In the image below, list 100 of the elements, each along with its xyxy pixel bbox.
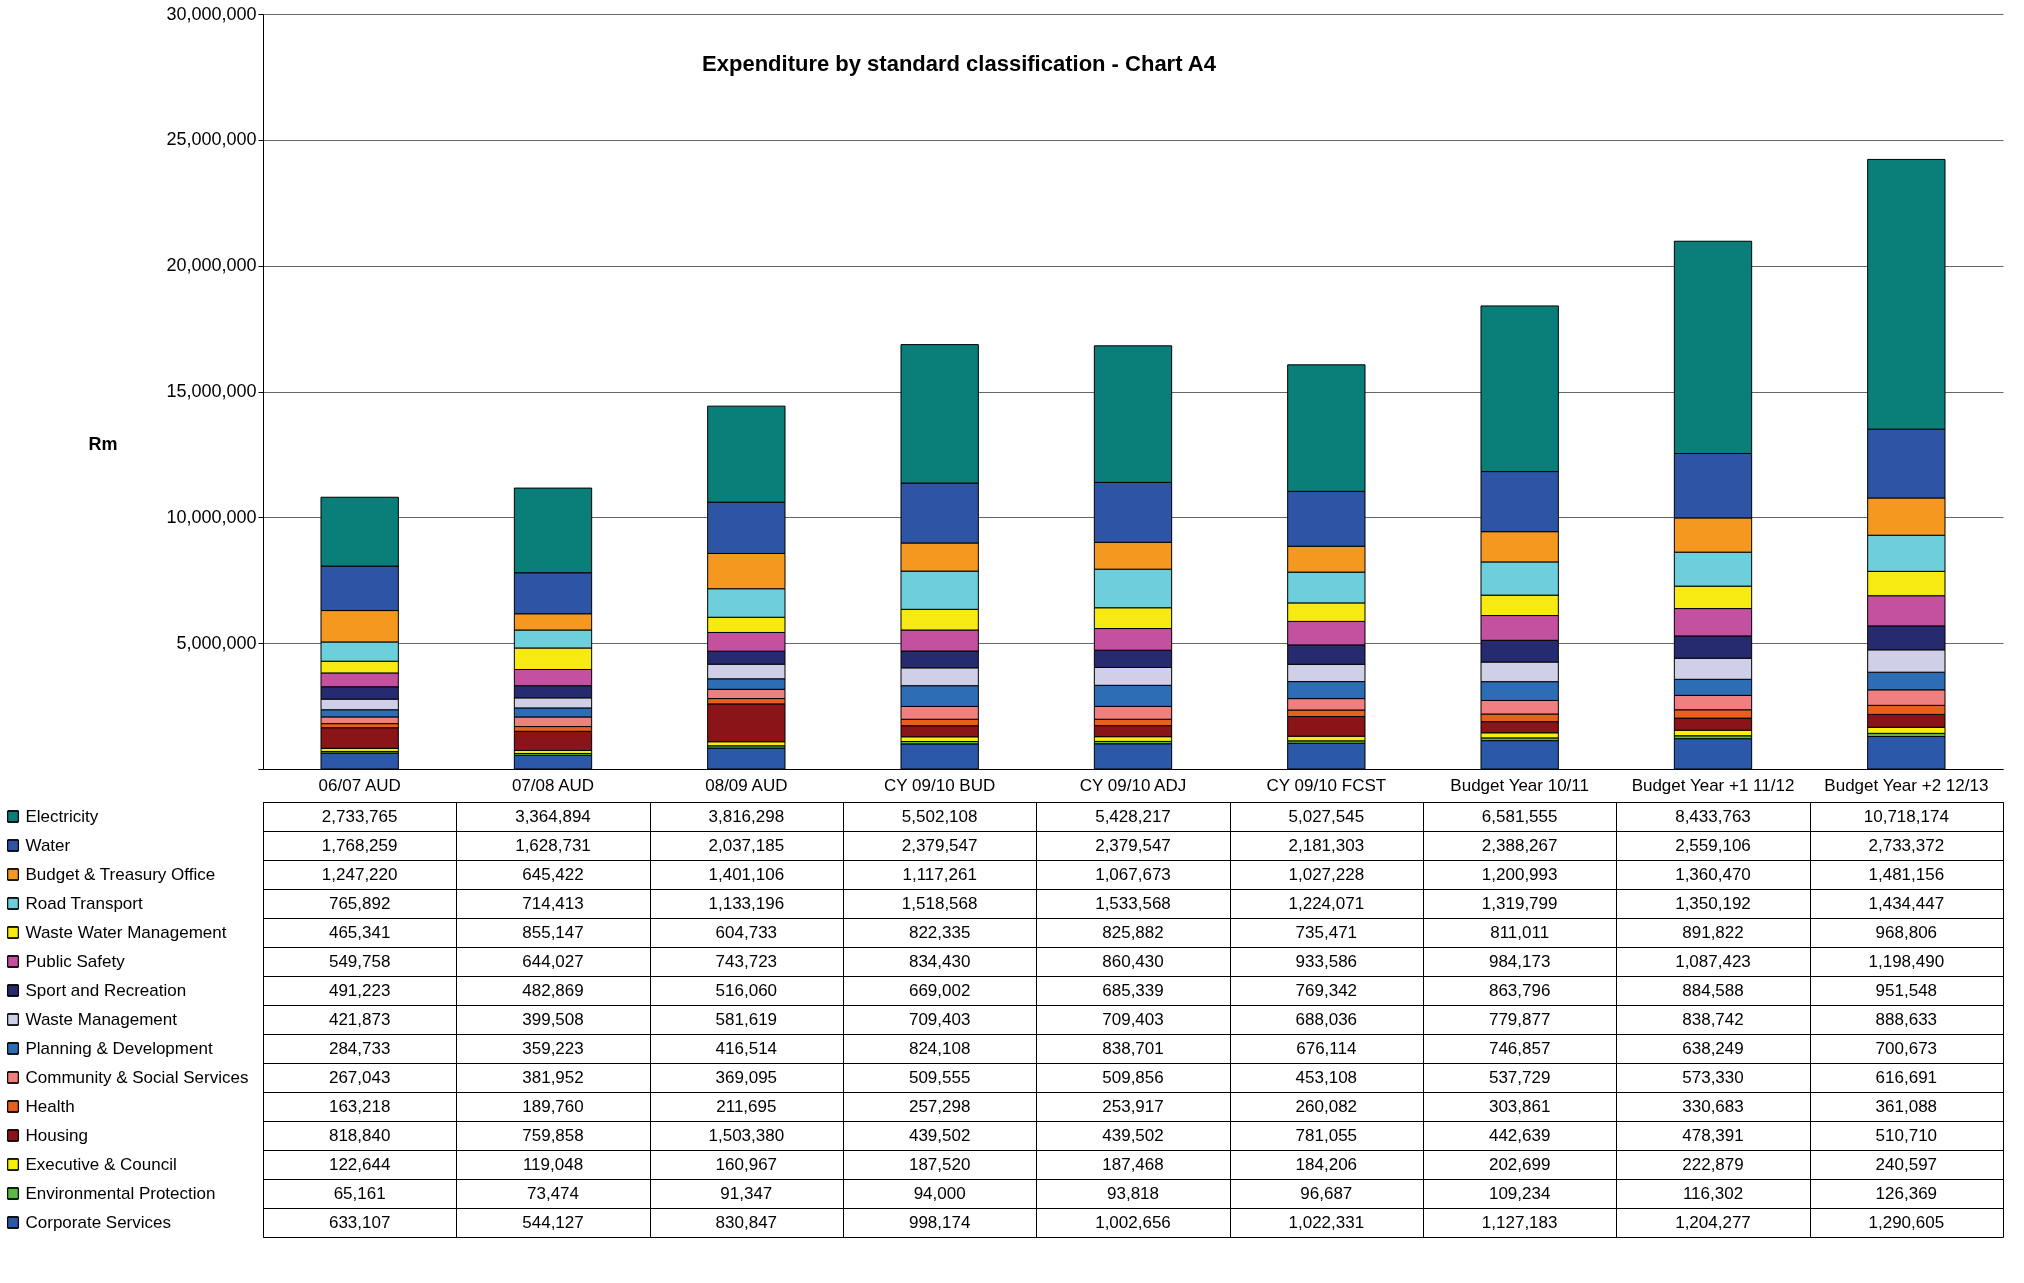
data-label: 465,341: [328, 922, 391, 942]
legend-label: Health: [25, 1097, 75, 1116]
data-label: 688,036: [1295, 1009, 1358, 1029]
data-label: 1,401,106: [708, 864, 785, 884]
data-label: 160,967: [715, 1154, 778, 1174]
data-label: 638,249: [1682, 1038, 1744, 1058]
data-label: 510,710: [1875, 1125, 1938, 1145]
y-tick-label: 25,000,000: [166, 129, 257, 150]
data-label: 573,330: [1682, 1067, 1744, 1087]
data-label: 184,206: [1295, 1154, 1358, 1174]
x-tick-label: Budget Year +1 11/12: [1631, 775, 1795, 795]
legend-label: Community & Social Services: [25, 1068, 249, 1087]
data-label: 616,691: [1875, 1067, 1938, 1087]
data-label: 709,403: [908, 1009, 971, 1029]
data-label: 855,147: [522, 922, 584, 942]
data-label: 1,518,568: [901, 893, 978, 913]
x-tick-label: 07/08 AUD: [511, 775, 595, 795]
data-label: 1,533,568: [1095, 893, 1171, 913]
data-label: 10,718,174: [1863, 806, 1949, 826]
y-tick-label: 5,000,000: [176, 632, 257, 653]
data-label: 5,027,545: [1288, 806, 1365, 826]
text: Expenditure by standard classification - Chart A4: [702, 51, 1217, 76]
data-label: 202,699: [1488, 1154, 1551, 1174]
data-label: 735,471: [1295, 922, 1358, 942]
legend-label: Budget & Treasury Office: [25, 865, 216, 884]
x-tick-label: Budget Year +2 12/13: [1824, 775, 1989, 795]
data-label: 509,555: [908, 1067, 971, 1087]
data-label: 478,391: [1682, 1125, 1744, 1145]
data-label: 581,619: [715, 1009, 778, 1029]
data-label: 2,733,765: [321, 806, 398, 826]
data-label: 984,173: [1488, 951, 1551, 971]
data-label: 399,508: [522, 1009, 584, 1029]
data-label: 933,586: [1295, 951, 1358, 971]
data-label: 1,350,192: [1675, 893, 1751, 913]
legend-label: Environmental Protection: [25, 1184, 216, 1203]
data-label: 126,369: [1875, 1183, 1938, 1203]
data-label: 3,364,894: [515, 806, 591, 826]
data-label: 765,892: [328, 893, 391, 913]
data-label: 381,952: [522, 1067, 584, 1087]
legend-label: Waste Water Management: [25, 923, 227, 942]
data-label: 2,733,372: [1868, 835, 1945, 855]
data-label: 669,002: [908, 980, 971, 1000]
data-label: 509,856: [1102, 1067, 1164, 1087]
data-label: 1,503,380: [708, 1125, 785, 1145]
data-label: 516,060: [715, 980, 778, 1000]
data-label: 759,858: [522, 1125, 584, 1145]
data-label: 359,223: [522, 1038, 584, 1058]
data-label: 416,514: [715, 1038, 778, 1058]
data-label: 824,108: [908, 1038, 971, 1058]
data-label: 884,588: [1682, 980, 1744, 1000]
data-label: 119,048: [522, 1154, 584, 1174]
data-label: 3,816,298: [708, 806, 785, 826]
legend-label: Waste Management: [25, 1010, 178, 1029]
data-label: 65,161: [333, 1183, 386, 1203]
data-label: 834,430: [908, 951, 971, 971]
data-label: 746,857: [1488, 1038, 1551, 1058]
data-label: 439,502: [908, 1125, 971, 1145]
data-label: 361,088: [1875, 1096, 1938, 1116]
legend-label: Housing: [25, 1126, 88, 1145]
data-label: 951,548: [1875, 980, 1938, 1000]
data-label: 1,360,470: [1675, 864, 1751, 884]
data-label: 863,796: [1488, 980, 1551, 1000]
data-label: 769,342: [1295, 980, 1358, 1000]
data-label: 442,639: [1488, 1125, 1551, 1145]
y-tick-label: 10,000,000: [166, 506, 257, 527]
data-label: 2,379,547: [901, 835, 978, 855]
legend-label: Electricity: [25, 807, 99, 826]
data-label: 6,581,555: [1481, 806, 1558, 826]
data-label: 163,218: [328, 1096, 391, 1116]
data-label: 2,181,303: [1288, 835, 1365, 855]
data-label: 838,701: [1102, 1038, 1164, 1058]
data-label: 1,127,183: [1481, 1212, 1558, 1232]
data-label: 330,683: [1682, 1096, 1744, 1116]
data-label: 2,379,547: [1095, 835, 1171, 855]
legend-label: Public Safety: [25, 952, 126, 971]
data-label: 1,768,259: [321, 835, 398, 855]
data-label: 369,095: [715, 1067, 778, 1087]
data-label: 187,520: [908, 1154, 971, 1174]
data-label: 645,422: [522, 864, 584, 884]
y-tick-label: 30,000,000: [166, 3, 257, 24]
data-label: 2,388,267: [1481, 835, 1558, 855]
x-tick-label: CY 09/10 BUD: [884, 775, 996, 795]
data-label: 211,695: [716, 1096, 777, 1116]
legend-label: Water: [25, 836, 71, 855]
data-label: 1,117,261: [902, 864, 977, 884]
data-label: 303,861: [1488, 1096, 1551, 1116]
data-label: 700,673: [1875, 1038, 1938, 1058]
data-label: 1,434,447: [1868, 893, 1945, 913]
data-label: 838,742: [1682, 1009, 1744, 1029]
data-label: 1,247,220: [321, 864, 398, 884]
data-label: 968,806: [1875, 922, 1938, 942]
data-label: 1,087,423: [1675, 951, 1751, 971]
data-label: 1,224,071: [1288, 893, 1365, 913]
data-label: 743,723: [715, 951, 778, 971]
data-label: 891,822: [1682, 922, 1744, 942]
data-label: 825,882: [1102, 922, 1164, 942]
data-label: 1,133,196: [708, 893, 785, 913]
data-label: 685,339: [1102, 980, 1164, 1000]
data-label: 549,758: [328, 951, 391, 971]
data-label: 811,011: [1490, 922, 1550, 942]
